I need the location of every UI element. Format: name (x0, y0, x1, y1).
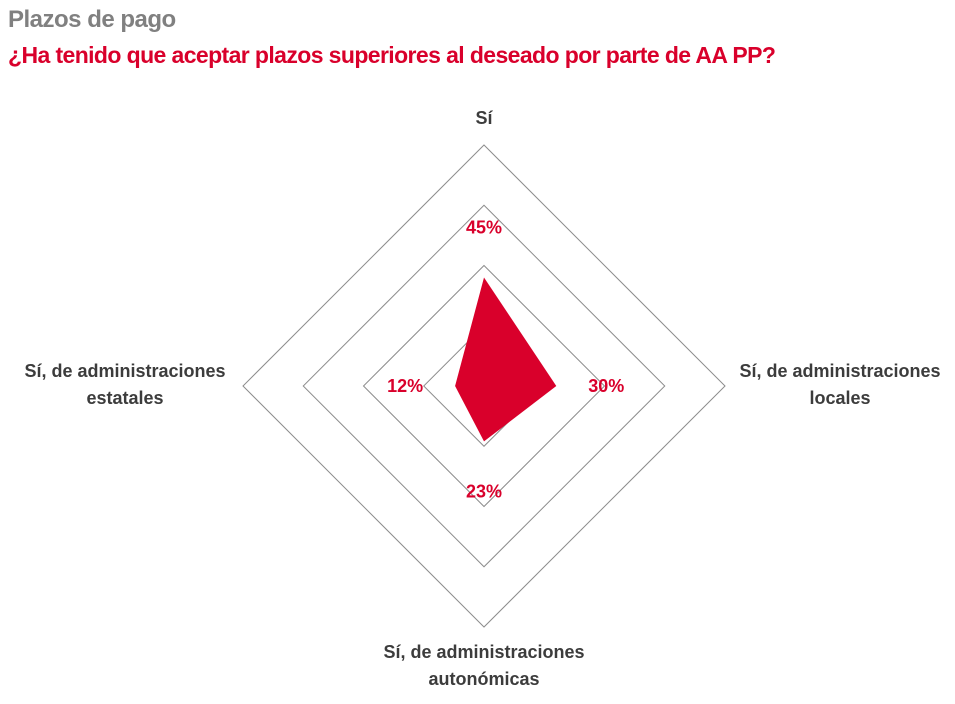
value-label: 45% (466, 218, 502, 238)
axis-label: Sí, de administraciones autonómicas (383, 642, 584, 689)
value-label: 12% (387, 376, 423, 396)
value-label: 30% (588, 376, 624, 396)
chart-title: Plazos de pago (8, 6, 176, 33)
data-area (455, 277, 557, 442)
axis-label-line: autonómicas (428, 669, 539, 689)
axis-label: Sí, de administraciones locales (739, 361, 940, 408)
grid-ring-50 (362, 264, 606, 508)
axis-label: Sí (475, 108, 493, 128)
axis-label-line: locales (809, 388, 870, 408)
grid-ring-75 (302, 204, 666, 568)
value-label: 23% (466, 481, 502, 501)
axis-label: Sí, de administraciones estatales (24, 361, 225, 408)
chart-subtitle: ¿Ha tenido que aceptar plazos superiores… (8, 42, 776, 68)
axis-label-line: estatales (86, 388, 163, 408)
grid-ring-100 (242, 144, 726, 628)
axis-label-line: Sí, de administraciones (383, 642, 584, 662)
axis-label-line: Sí, de administraciones (24, 361, 225, 381)
axis-label-line: Sí, de administraciones (739, 361, 940, 381)
axis-label-line: Sí (475, 108, 493, 128)
